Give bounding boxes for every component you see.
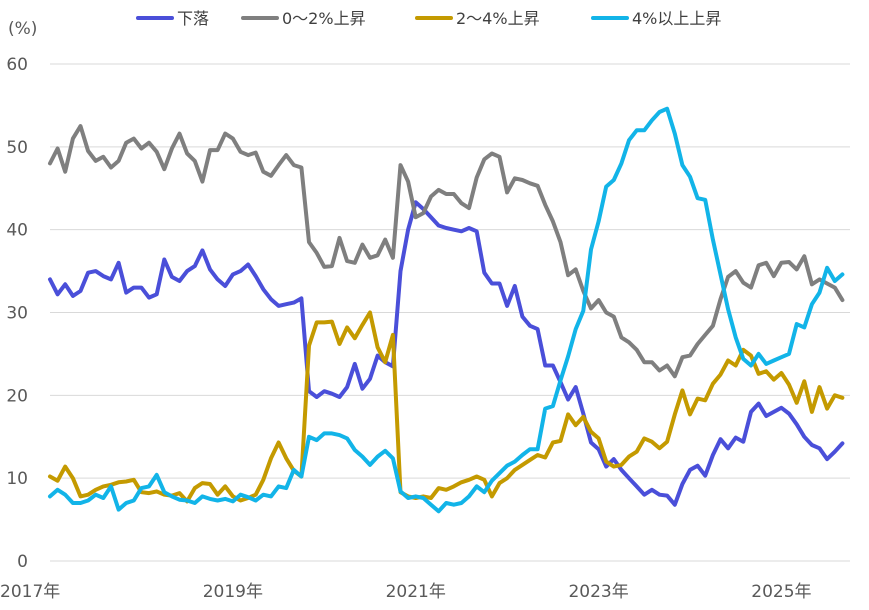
legend-label: 0～2%上昇 — [282, 9, 366, 28]
y-axis: 0 10 20 30 40 50 60 — [6, 55, 28, 572]
x-tick-label: 2025年 — [751, 582, 811, 602]
legend-label: 下落 — [177, 9, 209, 28]
x-tick-label: 2021年 — [386, 582, 446, 602]
series-line-2 — [48, 124, 845, 379]
series-line-1 — [48, 200, 845, 507]
y-tick-label: 60 — [6, 55, 28, 75]
y-tick-label: 20 — [6, 386, 28, 406]
series-line-3 — [48, 310, 845, 504]
x-tick-label: 2019年 — [203, 582, 263, 602]
y-tick-label: 0 — [17, 552, 28, 572]
x-axis: 2017年 2019年 2021年 2023年 2025年 — [0, 582, 812, 602]
legend: 下落 0～2%上昇 2～4%上昇 4%以上上昇 — [136, 9, 721, 28]
y-tick-label: 10 — [6, 469, 28, 489]
x-tick-label: 2023年 — [568, 582, 628, 602]
y-unit-label: (%) — [8, 19, 37, 39]
y-tick-label: 40 — [6, 221, 28, 241]
y-tick-label: 30 — [6, 304, 28, 324]
legend-label: 2～4%上昇 — [456, 9, 540, 28]
legend-label: 4%以上上昇 — [632, 9, 721, 28]
series-group — [48, 106, 845, 514]
series-line-4 — [48, 106, 845, 514]
y-tick-label: 50 — [6, 138, 28, 158]
x-tick-label: 2017年 — [0, 582, 60, 602]
